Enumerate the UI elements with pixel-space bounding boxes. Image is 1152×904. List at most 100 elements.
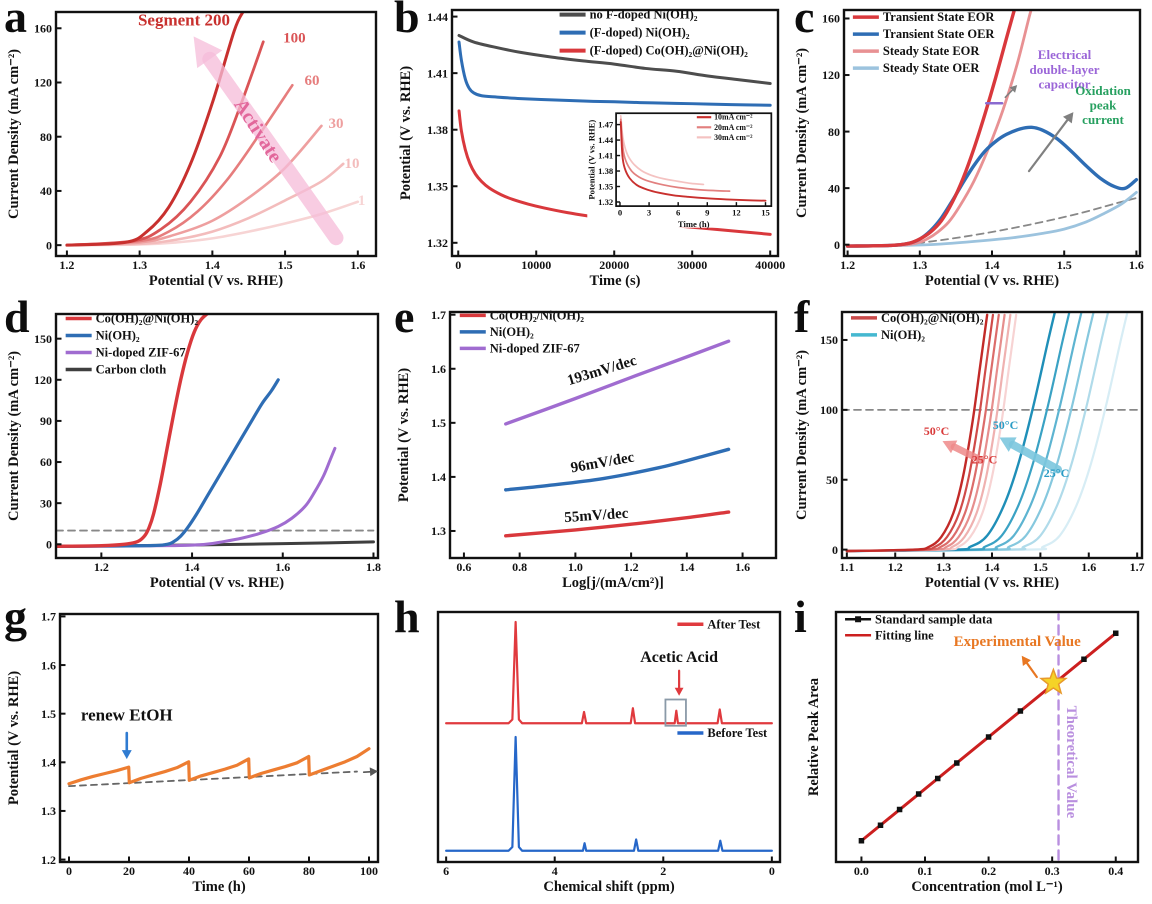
plot-frame	[834, 610, 1140, 864]
x-tick-label: 0.6	[456, 560, 471, 574]
y-tick-label: 80	[40, 130, 52, 144]
y-tick-label: 1.44	[427, 10, 448, 24]
arrow-head-icon	[369, 767, 378, 777]
legend-label: Ni(OH)₂	[490, 325, 534, 339]
annotation-text: 50°C	[924, 424, 949, 438]
arrow-shaft	[1027, 118, 1069, 173]
y-tick-label: 40	[828, 181, 840, 195]
segment-200-curve	[65, 12, 245, 247]
y-tick-label: 1.3	[431, 524, 446, 538]
cooh2-nioh2-tafel-curve	[504, 510, 731, 538]
legend-label: Ni(OH)₂	[881, 328, 925, 342]
temperature-lsv-svg: 1.1 1.2 1.3 1.4 1.5 1.6 1.7 0 50 100 150 Potential …	[794, 310, 1145, 591]
y-tick-label: 0	[832, 543, 838, 557]
panel-h-chart: 6 4 2 0 Chemical shift (ppm) Acetic Acid After…	[390, 600, 790, 904]
x-tick-label: 1.3	[936, 560, 951, 574]
nioh2-45c-curve	[845, 312, 1071, 553]
panel-letter-e: e	[394, 291, 415, 342]
plot-frame	[58, 612, 380, 864]
arrow-head-icon	[1021, 655, 1031, 666]
y-tick-label: 1.38	[427, 123, 448, 137]
panel-letter-d: d	[4, 291, 30, 342]
x-tick-label: 1.0	[568, 560, 583, 574]
legend-label: Co(OH)₂@Ni(OH)₂	[96, 312, 199, 326]
x-axis-label: Potential (V vs. RHE)	[925, 575, 1059, 591]
y-tick-label: 1.35	[598, 182, 613, 192]
y-axis-label: Potential (V vs. RHE)	[6, 671, 22, 805]
annotation-text: 100	[283, 31, 306, 47]
inset-background	[587, 109, 777, 228]
annotation-text: 25°C	[972, 452, 997, 466]
potential-sawtooth-curve	[67, 747, 371, 786]
x-tick-label: 1.4	[205, 258, 220, 272]
panel-c: c 1.2 1.3 1.4 1.5 1.6 0 40 80 120 160 Potential (V…	[790, 0, 1152, 300]
legend-label: Ni(OH)₂	[96, 329, 140, 343]
legend-label: Fitting line	[875, 628, 934, 642]
x-tick-label: 1.5	[1057, 258, 1072, 272]
standard-points	[877, 822, 884, 828]
chronopotentiometry-svg: 0 10000 20000 30000 40000 1.32 1.35 1.38 1.41 1.4…	[398, 8, 785, 289]
annotation-text: renew EtOH	[81, 706, 173, 725]
y-tick-label: 120	[34, 76, 52, 90]
panel-f-chart: 1.1 1.2 1.3 1.4 1.5 1.6 1.7 0 50 100 150 Potential …	[790, 300, 1152, 600]
y-tick-label: 1.44	[598, 135, 614, 145]
legend-label: 10mA cm⁻²	[714, 113, 753, 122]
x-axis-label: Potential (V vs. RHE)	[150, 575, 284, 591]
standard-points	[1017, 708, 1024, 714]
x-tick-label: 0	[455, 258, 461, 272]
legend-label: Steady State EOR	[883, 44, 981, 58]
y-tick-label: 120	[822, 68, 840, 82]
ni-doped-zif67-tafel-curve	[504, 339, 731, 426]
annotation-text: 50°C	[993, 418, 1018, 432]
x-tick-label: 0.4	[1108, 864, 1123, 878]
arrow-head-icon	[674, 687, 684, 696]
arrow-shaft	[1025, 661, 1038, 679]
y-tick-label: 1.32	[427, 236, 448, 250]
y-axis-label: Potential (V vs. RHE)	[586, 120, 596, 200]
y-tick-label: 0	[834, 238, 840, 252]
segment-60-curve	[65, 83, 294, 247]
steady-oer-curve	[846, 190, 1138, 248]
x-tick-label: 12	[732, 207, 741, 217]
standard-points	[858, 838, 865, 844]
x-axis-label: Time (h)	[678, 219, 710, 229]
x-tick-label: 6	[676, 207, 681, 217]
legend-label: Co(OH)₂/Ni(OH)₂	[490, 308, 585, 322]
y-tick-label: 1.4	[41, 756, 56, 770]
x-tick-label: 20	[123, 864, 135, 878]
panel-b: b 0 10000 20000 30000 40000 1.32 1.35 1.38 1.41 1…	[390, 0, 790, 300]
panel-e: e 0.6 0.8 1.0 1.2 1.4 1.6 1.3 1.4 1.5 1.6 1.7 Log[j…	[390, 291, 790, 600]
legend-square-marker	[855, 616, 862, 623]
arrow-head-icon	[999, 437, 1017, 452]
experimental-star	[1039, 667, 1068, 695]
lsv-comparison-svg: 1.2 1.4 1.6 1.8 0 30 60 90 120 150 Potential (V vs…	[6, 312, 381, 591]
panel-letter-g: g	[4, 591, 27, 642]
x-tick-label: 1.4	[985, 258, 1000, 272]
panel-letter-b: b	[394, 0, 420, 42]
annotation-text: 55mV/dec	[564, 506, 629, 526]
tafel-plots-svg: 0.6 0.8 1.0 1.2 1.4 1.6 1.3 1.4 1.5 1.6 1.7 Log[j/(…	[396, 308, 778, 591]
y-tick-label: 0	[46, 238, 52, 252]
panel-letter-f: f	[794, 291, 810, 342]
annotation-text: 10	[345, 156, 360, 172]
y-tick-label: 1.41	[598, 151, 613, 161]
x-tick-label: 4	[552, 864, 558, 878]
x-tick-label: 15	[761, 207, 770, 217]
standard-points	[915, 791, 922, 797]
panel-i: i 0.0 0.1 0.2 0.3 0.4 Concentration (mol L⁻¹)…	[790, 591, 1152, 904]
y-axis-label: Current Density (mA cm⁻²)	[794, 48, 810, 218]
y-tick-label: 80	[828, 125, 840, 139]
x-axis-label: Concentration (mol L⁻¹)	[911, 879, 1063, 895]
arrow-head-icon	[942, 440, 958, 454]
drift-dashed-curve	[68, 770, 358, 788]
x-tick-label: 100	[360, 864, 378, 878]
x-tick-label: 1.7	[1130, 560, 1145, 574]
panel-e-chart: 0.6 0.8 1.0 1.2 1.4 1.6 1.3 1.4 1.5 1.6 1.7 Log[j/(…	[390, 300, 790, 600]
x-tick-label: 1.2	[94, 560, 109, 574]
legend-label: no F-doped Ni(OH)₂	[590, 8, 698, 22]
legend-label: Before Test	[707, 726, 768, 740]
x-tick-label: 1.8	[366, 560, 381, 574]
legend-label: Standard sample data	[875, 612, 993, 626]
x-tick-label: 40000	[755, 258, 785, 272]
y-tick-label: 1.6	[431, 362, 446, 376]
